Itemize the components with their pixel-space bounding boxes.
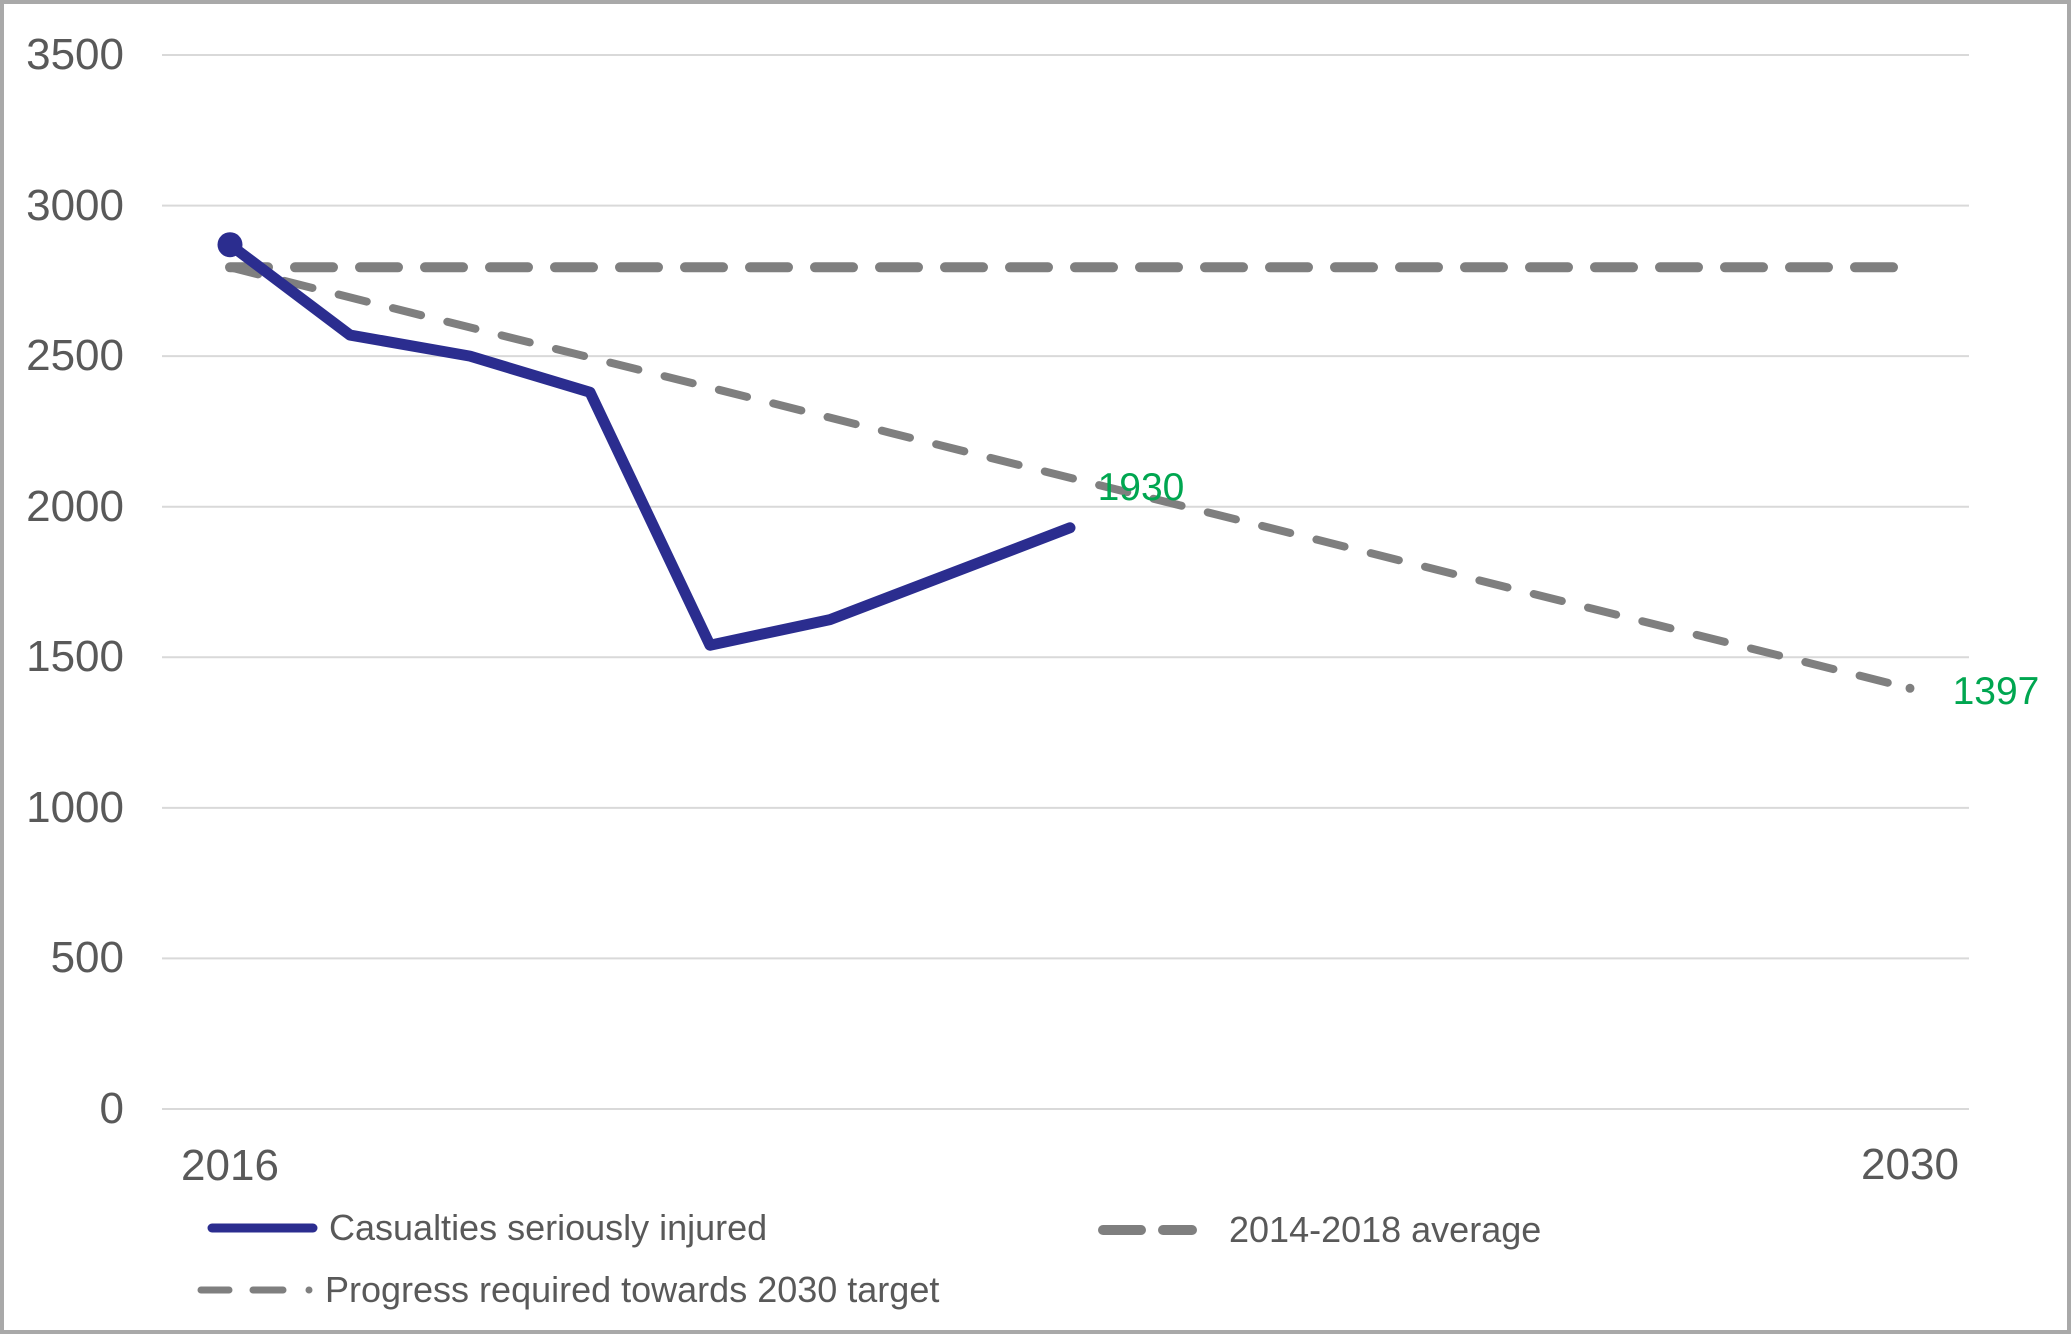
legend-label-casualties: Casualties seriously injured (329, 1207, 768, 1248)
legend-swatch-thick-dash-icon (1098, 1225, 1197, 1235)
y-axis-tick-label: 3000 (26, 180, 124, 230)
y-axis-tick-label: 3500 (26, 30, 124, 79)
legend-label-progress: Progress required towards 2030 target (325, 1269, 940, 1310)
legend-label-average: 2014-2018 average (1229, 1209, 1542, 1250)
data-label-latest-value: 1930 (1097, 466, 1185, 509)
y-axis-tick-label: 500 (50, 933, 124, 983)
data-label-2030-target: 1397 (1952, 670, 2040, 713)
y-axis-tick-label: 1000 (26, 782, 124, 832)
legend-item-average: 2014-2018 average (1097, 1209, 1541, 1251)
legend-item-casualties: Casualties seriously injured (206, 1207, 767, 1249)
legend-swatch-solid-line-icon (207, 1223, 318, 1233)
y-axis-tick-label: 0 (99, 1084, 124, 1133)
legend-item-progress: Progress required towards 2030 target (197, 1269, 939, 1311)
legend-swatch-dash-dot-icon (197, 1286, 317, 1294)
chart-plot-area (162, 54, 1969, 1110)
x-axis-label-start: 2016 (181, 1141, 279, 1190)
y-axis-tick-label: 2500 (26, 331, 124, 381)
y-axis-tick-label: 1500 (26, 632, 124, 682)
x-axis-label-end: 2030 (1861, 1140, 1959, 1189)
y-axis-tick-label: 2000 (26, 481, 124, 531)
